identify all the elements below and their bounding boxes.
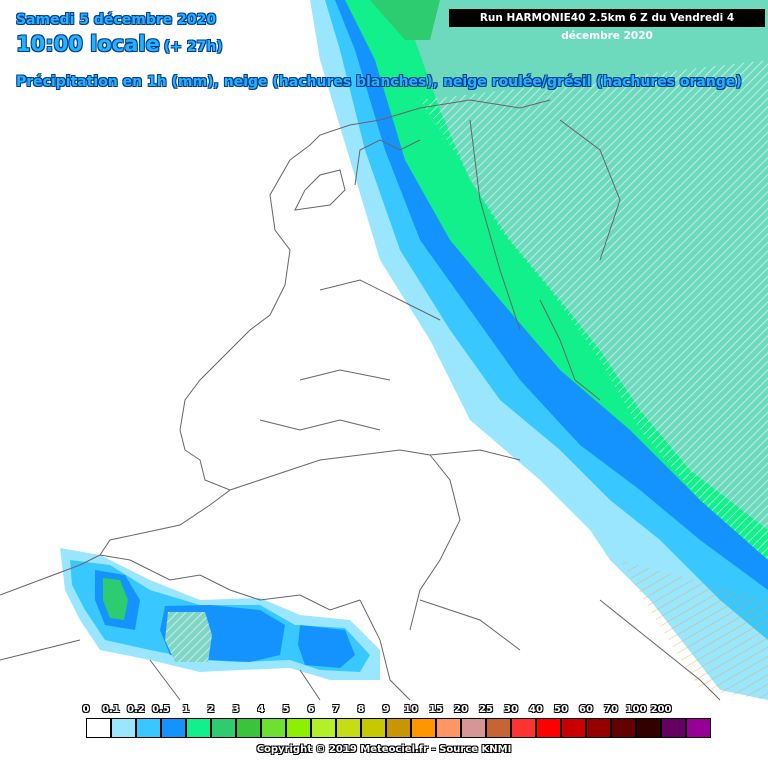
forecast-date: Samedi 5 décembre 2020: [16, 12, 217, 28]
legend-swatch: [686, 718, 711, 738]
precipitation-band-northeast: [310, 0, 768, 700]
legend-tick-label: 25: [479, 704, 493, 715]
forecast-time-label: 10:00 locale: [16, 32, 160, 56]
legend-swatch: [211, 718, 236, 738]
legend-swatch: [411, 718, 436, 738]
legend-swatch: [311, 718, 336, 738]
legend-tick-label: 6: [307, 704, 315, 715]
legend-tick-label: 0.5: [152, 704, 170, 715]
legend-swatch: [386, 718, 411, 738]
legend-tick-label: 50: [554, 704, 568, 715]
legend-swatch: [86, 718, 111, 738]
legend-tick-label: 20: [454, 704, 468, 715]
legend-tick-label: 2: [207, 704, 215, 715]
legend-swatch: [236, 718, 261, 738]
map-description: Précipitation en 1h (mm), neige (hachure…: [16, 74, 742, 90]
legend-tick-label: 15: [429, 704, 443, 715]
legend-tick-label: 9: [382, 704, 390, 715]
legend-swatch: [111, 718, 136, 738]
copyright: Copyright © 2019 Meteociel.fr - Source K…: [256, 744, 512, 755]
legend-swatch: [361, 718, 386, 738]
legend-tick-label: 0.1: [102, 704, 120, 715]
legend-swatch: [511, 718, 536, 738]
legend-tick-label: 0.2: [127, 704, 145, 715]
precipitation-band-southwest: [60, 548, 380, 680]
legend-tick-label: 3: [232, 704, 240, 715]
legend-swatch: [536, 718, 561, 738]
legend-swatch: [286, 718, 311, 738]
legend-tick-label: 4: [257, 704, 265, 715]
legend-swatch: [636, 718, 661, 738]
legend-swatch: [561, 718, 586, 738]
legend-tick-label: 200: [650, 704, 672, 715]
legend-tick-label: 30: [504, 704, 518, 715]
legend-tick-label: 70: [604, 704, 618, 715]
legend-tick-label: 0: [82, 704, 90, 715]
legend-tick-label: 5: [282, 704, 290, 715]
legend-swatch: [611, 718, 636, 738]
legend-tick-label: 1: [182, 704, 190, 715]
legend-tick-label: 8: [357, 704, 365, 715]
legend-swatch: [186, 718, 211, 738]
country-borders: [0, 99, 721, 701]
legend-tick-label: 7: [332, 704, 340, 715]
forecast-lead-time: (+ 27h): [163, 39, 223, 55]
legend-swatch: [586, 718, 611, 738]
legend-swatch: [486, 718, 511, 738]
legend-tick-label: 100: [625, 704, 647, 715]
forecast-time: 10:00 locale (+ 27h): [16, 32, 223, 56]
legend-swatch: [161, 718, 186, 738]
legend-swatch: [136, 718, 161, 738]
run-label: Run HARMONIE40 2.5km 6 Z du Vendredi 4 d…: [449, 9, 765, 42]
legend-swatch: [661, 718, 686, 738]
legend-swatch: [261, 718, 286, 738]
legend-swatch: [461, 718, 486, 738]
legend-swatch: [436, 718, 461, 738]
legend-tick-label: 10: [404, 704, 418, 715]
legend-swatch: [336, 718, 361, 738]
legend-tick-label: 60: [579, 704, 593, 715]
legend-tick-label: 40: [529, 704, 543, 715]
